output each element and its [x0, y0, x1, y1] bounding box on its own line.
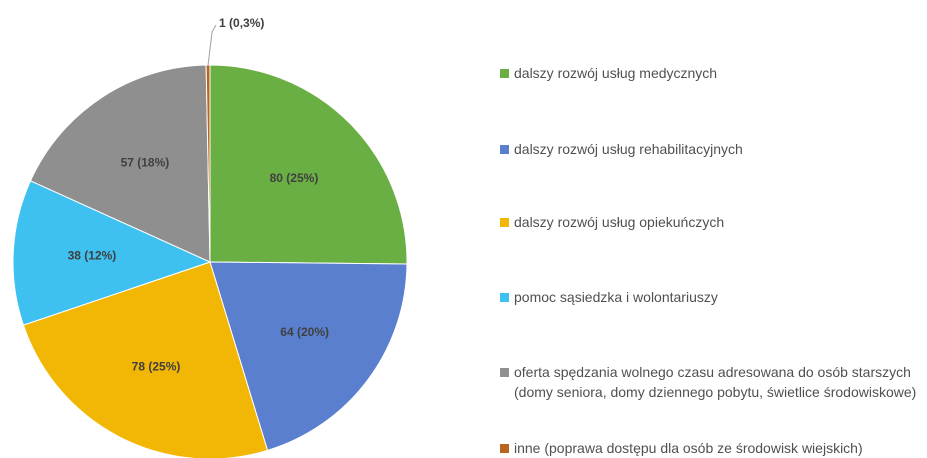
legend-label: pomoc sąsiedzka i wolontariuszy	[514, 289, 718, 305]
legend-swatch	[500, 368, 509, 377]
data-label: 64 (20%)	[280, 325, 329, 339]
pie-slice	[29, 64, 211, 263]
legend-label: oferta spędzania wolnego czasu adresowan…	[514, 364, 917, 400]
data-label: 38 (12%)	[68, 248, 117, 262]
legend-item: dalszy rozwój usług medycznych	[500, 63, 925, 83]
data-label: 80 (25%)	[270, 171, 319, 185]
pie-slice	[209, 64, 408, 265]
legend-swatch	[500, 293, 509, 302]
legend-label: dalszy rozwój usług opiekuńczych	[514, 214, 725, 230]
legend-swatch	[500, 69, 509, 78]
legend-item: pomoc sąsiedzka i wolontariuszy	[500, 287, 925, 307]
legend-swatch	[500, 444, 509, 453]
legend-item: dalszy rozwój usług rehabilitacyjnych	[500, 139, 925, 159]
legend-label: inne (poprawa dostępu dla osób ze środow…	[514, 440, 863, 456]
data-label: 78 (25%)	[132, 359, 181, 373]
legend-item: oferta spędzania wolnego czasu adresowan…	[500, 362, 925, 402]
pie-slice	[205, 64, 211, 263]
legend-item: dalszy rozwój usług opiekuńczych	[500, 212, 925, 232]
legend-swatch	[500, 145, 509, 154]
legend-item: inne (poprawa dostępu dla osób ze środow…	[500, 438, 925, 458]
legend-label: dalszy rozwój usług medycznych	[514, 65, 718, 81]
leader-line	[207, 24, 217, 66]
data-label: 57 (18%)	[121, 155, 170, 169]
legend-label: dalszy rozwój usług rehabilitacyjnych	[514, 141, 743, 157]
pie-slice	[12, 180, 212, 326]
data-label: 1 (0,3%)	[219, 16, 264, 30]
legend-swatch	[500, 218, 509, 227]
pie-slice	[209, 261, 408, 452]
